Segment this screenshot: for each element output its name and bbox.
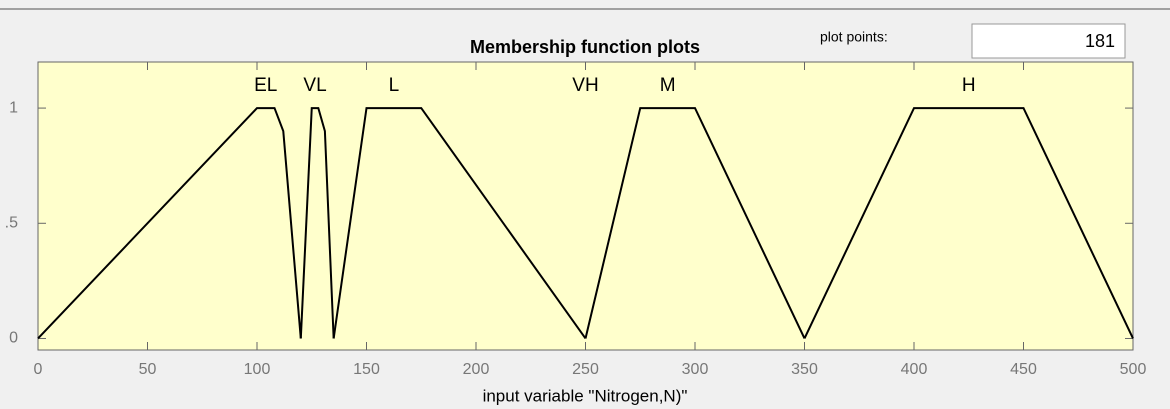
y-tick-label: 0 <box>9 330 18 347</box>
plot-points-value[interactable]: 181 <box>1085 31 1115 51</box>
mf-label: VH <box>572 75 598 96</box>
mf-label: M <box>660 75 676 96</box>
chart-title: Membership function plots <box>470 37 700 57</box>
mf-curve <box>332 107 587 340</box>
mf-curve <box>803 107 1134 339</box>
mf-curve <box>584 107 806 339</box>
mf-curve <box>37 107 302 340</box>
axes: 0 50 100 150 200 250 300 350 400 450 500 0 .5 1 EL VL L M… <box>5 61 1147 378</box>
mf-label: VL <box>303 75 326 96</box>
mf-curve <box>299 107 335 339</box>
mf-label: L <box>389 75 400 96</box>
y-tick-label: .5 <box>5 214 18 231</box>
x-tick-label: 200 <box>463 361 490 378</box>
x-tick-label: 500 <box>1120 361 1147 378</box>
plot-area <box>37 61 1134 351</box>
mf-label: H <box>962 75 976 96</box>
x-axis-label: input variable "Nitrogen,N)" <box>483 386 688 405</box>
x-tick-label: 0 <box>34 361 43 378</box>
x-tick-label: 100 <box>244 361 271 378</box>
plot-points-label: plot points: <box>820 29 888 45</box>
y-tick-label: 1 <box>9 99 18 116</box>
x-tick-label: 250 <box>572 361 599 378</box>
x-tick-label: 400 <box>901 361 928 378</box>
x-tick-label: 350 <box>791 361 818 378</box>
plot-points-input[interactable] <box>971 23 1126 59</box>
x-tick-label: 450 <box>1010 361 1037 378</box>
mf-label: EL <box>254 75 277 96</box>
x-tick-label: 150 <box>353 361 380 378</box>
x-tick-label: 300 <box>682 361 709 378</box>
x-tick-label: 50 <box>139 361 157 378</box>
